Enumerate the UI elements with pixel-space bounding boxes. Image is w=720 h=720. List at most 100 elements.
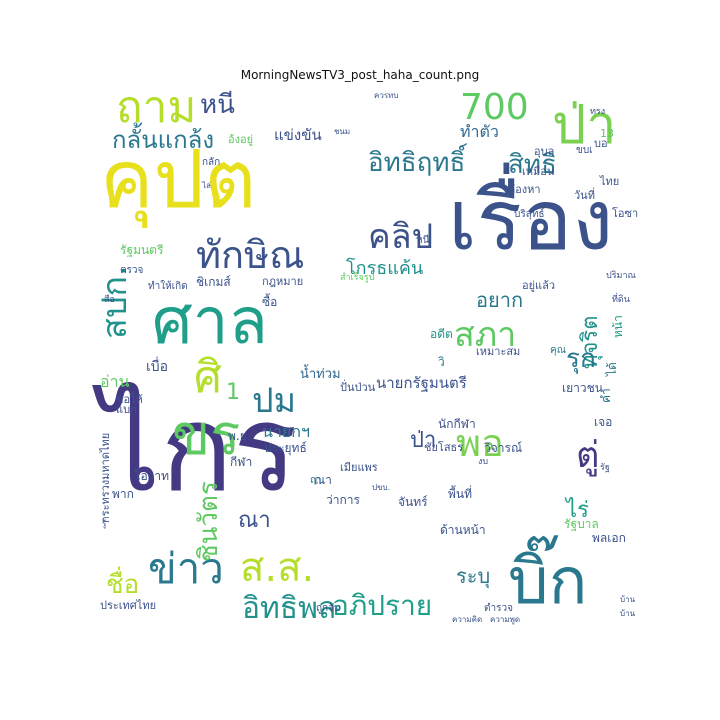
word: กลั้นแกล้ง	[112, 126, 215, 154]
word: พลเอก	[592, 531, 626, 545]
word: เยาวชน	[562, 381, 603, 395]
word: ปั่นป่วน	[340, 381, 376, 394]
word: ว่าการ	[326, 493, 360, 507]
word: วิ	[438, 355, 445, 369]
word: ชัยโสธร	[424, 441, 464, 454]
word: คุณ	[550, 345, 566, 356]
word: ศิ	[194, 352, 222, 403]
word: อิทธิฤทธิ์	[368, 148, 466, 178]
word: ไกร	[100, 380, 298, 519]
word: ขอให้	[116, 393, 143, 406]
word: ต้องหา	[508, 183, 541, 196]
word: ทำตัว	[460, 122, 499, 141]
word: อยู่แล้ว	[522, 279, 556, 292]
word: ไทย	[600, 175, 620, 188]
word: อ้งอยู่	[228, 133, 254, 146]
word: ทักษิณ	[196, 233, 305, 277]
word: ประยุทธ์	[264, 441, 307, 455]
word: รุก	[566, 344, 596, 374]
word: ที่ดิน	[612, 295, 630, 305]
word: งบ	[478, 457, 489, 467]
word: เบื่อ	[146, 359, 169, 375]
word: หนี	[416, 235, 430, 246]
word: ตรวจ	[120, 265, 144, 276]
word: บอ	[594, 137, 608, 150]
word: ขบเ	[576, 145, 593, 156]
word: พื้นที่	[448, 487, 473, 501]
word: ด้านหน้า	[440, 523, 486, 537]
giant-word-glyph: ดัด	[300, 312, 573, 557]
word: ความพูด	[490, 615, 521, 624]
word: ตำรวจ	[484, 603, 513, 614]
word: พาก	[112, 487, 134, 501]
word: รัฐมนตรี	[120, 243, 164, 257]
word: ประเทศไทย	[100, 599, 157, 612]
word: กีฬา	[230, 455, 253, 469]
word: บริสุทธ์	[514, 209, 545, 220]
word: เหมาะสม	[476, 345, 521, 358]
word: ฤา	[310, 475, 322, 486]
word: พอ	[456, 421, 504, 465]
word: ทรง	[590, 107, 606, 117]
word: อภิปราย	[332, 589, 433, 622]
word: นายกฯ	[262, 422, 310, 441]
word: อุบล	[534, 145, 555, 158]
word: สำเร็จรูป	[340, 273, 375, 283]
word: วิจารณ์	[484, 441, 523, 455]
word: ชินวัตร	[194, 481, 224, 562]
word: ไล่	[202, 181, 211, 190]
word: ณา	[314, 473, 332, 487]
word: ถาม	[116, 82, 197, 133]
word: ศาล	[152, 285, 268, 359]
figure-title: MorningNewsTV3_post_haha_count.png	[240, 68, 480, 82]
word: ชิเกมส์	[196, 275, 231, 289]
word: ไร่	[566, 498, 589, 523]
word: นายกรัฐมนตรี	[376, 374, 467, 392]
word: หนี	[200, 90, 235, 120]
word: รัฐ	[600, 463, 610, 473]
word: ควรทบ	[374, 91, 399, 100]
word: แบก	[116, 403, 137, 416]
word: แข่งขัน	[274, 126, 322, 144]
word: ณา	[238, 508, 271, 533]
word: สิทธิ	[508, 150, 557, 180]
word: บิ๊ก	[508, 545, 588, 619]
word: 13	[600, 127, 614, 140]
word: รัฐบาล	[564, 517, 599, 531]
word: น้ำท่วม	[300, 367, 341, 382]
word: คลิป	[368, 217, 434, 257]
word: ทำให้เกิด	[148, 281, 188, 292]
word: กฎหมาย	[262, 275, 304, 288]
word: ข่าว	[148, 544, 224, 593]
word: โอซา	[612, 207, 639, 220]
word: ป่า	[552, 93, 617, 156]
word: ชื่อ	[106, 570, 140, 600]
word: คุปต	[100, 133, 257, 226]
word: อยาก	[476, 288, 524, 312]
word: ระบุ	[456, 564, 491, 588]
word: ได้	[605, 362, 619, 377]
word: เมียแพร	[340, 461, 378, 474]
word: อิทธิพล	[242, 591, 337, 626]
word: หน้า	[611, 314, 625, 338]
word: ถูกจับ	[316, 603, 341, 614]
word: ชนม	[334, 127, 351, 136]
word: ปริมาณ	[606, 271, 636, 281]
word: รู้	[102, 519, 107, 528]
word: ส.ส.	[240, 545, 315, 591]
word: จันทร์	[398, 495, 428, 509]
word: ป่า	[410, 428, 437, 453]
word: ตู่	[576, 435, 600, 476]
word: 700	[460, 87, 529, 128]
word: ปขบ.	[372, 483, 391, 492]
word: พ.ย.	[228, 429, 251, 443]
word: เรื่อง	[448, 171, 614, 269]
word: นักกีฬา	[438, 417, 476, 431]
word: ปม	[252, 381, 296, 421]
word: อ่าน	[100, 372, 130, 391]
word: เหมือน	[522, 165, 555, 178]
word: ขร	[172, 403, 241, 468]
word: อดีต	[430, 327, 453, 341]
word: ความคิด	[452, 615, 483, 624]
